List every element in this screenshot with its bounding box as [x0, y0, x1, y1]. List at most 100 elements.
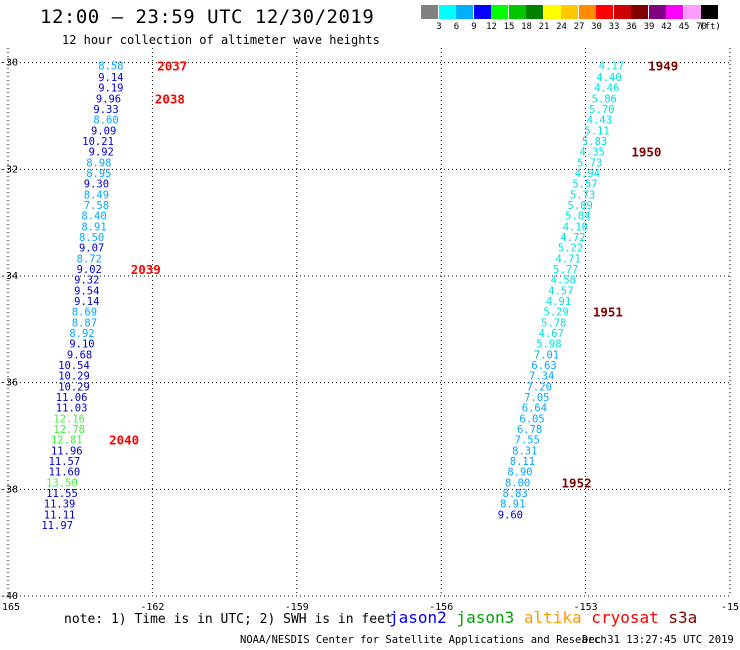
wave-height-point: 8.49 — [84, 189, 109, 201]
scale-label: 36 — [626, 22, 637, 32]
wave-height-point: 5.78 — [541, 317, 566, 329]
scale-label: 24 — [556, 22, 567, 32]
wave-height-point: 11.96 — [51, 445, 83, 457]
chart-title: 12:00 – 23:59 UTC 12/30/2019 — [40, 6, 375, 28]
wave-height-point: 4.72 — [560, 232, 585, 244]
scale-label: 70 — [696, 22, 707, 32]
wave-height-point: 5.57 — [572, 179, 597, 191]
x-tick-label: -156 — [429, 602, 453, 613]
wave-height-point: 11.55 — [46, 488, 78, 500]
time-label: 2038 — [155, 91, 185, 106]
scale-swatch — [648, 5, 666, 19]
scale-swatch — [666, 5, 683, 19]
scale-swatch — [508, 5, 526, 19]
scale-swatch — [578, 5, 596, 19]
wave-height-point: 5.86 — [592, 93, 617, 105]
wave-height-point: 4.17 — [599, 60, 624, 72]
scale-swatch — [456, 5, 473, 19]
wave-height-point: 9.92 — [89, 147, 114, 159]
wave-height-point: 4.43 — [587, 115, 612, 127]
scale-label: 3 — [436, 22, 442, 32]
wave-height-point: 7.20 — [527, 381, 552, 393]
wave-height-point: 8.87 — [72, 317, 97, 329]
wave-height-point: 4.57 — [548, 285, 573, 297]
wave-height-point: 4.58 — [551, 275, 576, 287]
chart-subtitle: 12 hour collection of altimeter wave hei… — [62, 33, 380, 47]
wave-height-point: 10.29 — [58, 381, 90, 393]
wave-height-point: 4.94 — [575, 168, 600, 180]
wave-height-point: 8.83 — [503, 488, 528, 500]
time-label: 1952 — [562, 475, 592, 490]
satellite-legend: jason2 jason3 altika cryosat s3a — [389, 608, 697, 627]
wave-height-point: 8.00 — [505, 477, 530, 489]
scale-swatch — [613, 5, 631, 19]
time-label: 2039 — [131, 262, 161, 277]
wave-height-point: 5.73 — [577, 157, 602, 169]
scale-swatch — [631, 5, 648, 19]
wave-height-point: 4.67 — [539, 328, 564, 340]
wave-height-point: 12.16 — [53, 413, 85, 425]
time-label: 1950 — [631, 145, 661, 160]
wave-height-point: 5.22 — [558, 243, 583, 255]
wave-height-point: 6.05 — [519, 413, 544, 425]
wave-height-point: 11.57 — [49, 456, 81, 468]
wave-height-point: 9.14 — [98, 72, 123, 84]
wave-height-point: 5.84 — [565, 211, 590, 223]
scale-unit: (ft) — [699, 22, 721, 32]
wave-height-point: 10.21 — [82, 136, 114, 148]
y-tick-label: -34 — [0, 271, 18, 282]
scale-swatch — [701, 5, 718, 19]
wave-height-point: 4.91 — [546, 296, 571, 308]
wave-height-point: 9.30 — [84, 179, 109, 191]
wave-height-point: 10.29 — [58, 371, 90, 383]
wave-height-point: 11.06 — [56, 392, 88, 404]
wave-height-point: 5.70 — [589, 104, 614, 116]
wave-height-point: 5.29 — [543, 307, 568, 319]
wave-height-point: 4.46 — [594, 83, 619, 95]
wave-height-point: 10.54 — [58, 360, 90, 372]
time-label: 1951 — [593, 305, 623, 320]
wave-height-point: 5.83 — [582, 136, 607, 148]
scale-label: 15 — [503, 22, 515, 32]
wave-height-point: 8.95 — [86, 168, 111, 180]
wave-height-point: 12.81 — [51, 435, 83, 447]
x-tick-label: -15 — [721, 602, 739, 613]
wave-height-point: 9.14 — [74, 296, 99, 308]
y-tick-label: -32 — [0, 164, 18, 175]
wave-height-point: 8.98 — [86, 157, 111, 169]
wave-height-point: 6.64 — [522, 403, 547, 415]
wave-height-point: 6.63 — [531, 360, 556, 372]
scale-label: 39 — [643, 22, 655, 32]
wave-height-point: 8.72 — [77, 253, 102, 265]
legend-altika: altika — [514, 608, 582, 627]
scale-label: 18 — [521, 22, 532, 32]
wave-height-point: 5.73 — [570, 189, 595, 201]
scale-swatch — [561, 5, 578, 19]
wave-height-point: 8.91 — [500, 499, 525, 511]
generation-timestamp: Dec 31 13:27:45 UTC 2019 — [582, 634, 734, 646]
wave-height-point: 5.98 — [536, 339, 561, 351]
wave-height-point: 7.01 — [534, 349, 559, 361]
scale-label: 33 — [608, 22, 620, 32]
wave-height-point: 8.40 — [81, 211, 106, 223]
wave-height-point: 9.07 — [79, 243, 104, 255]
scale-label: 45 — [678, 22, 690, 32]
y-tick-label: -38 — [0, 484, 18, 495]
wave-height-point: 12.78 — [53, 424, 85, 436]
y-tick-label: -40 — [0, 591, 18, 602]
wave-height-point: 11.03 — [56, 403, 88, 415]
wave-height-point: 11.60 — [49, 467, 81, 479]
wave-height-point: 9.32 — [74, 275, 99, 287]
scale-swatch — [473, 5, 491, 19]
wave-height-point: 11.11 — [44, 509, 76, 521]
scale-swatch — [491, 5, 508, 19]
scale-swatch — [683, 5, 701, 19]
wave-height-point: 8.31 — [512, 445, 537, 457]
legend-jason2: jason2 — [389, 608, 447, 627]
wave-height-point: 4.71 — [555, 253, 580, 265]
wave-height-point: 13.50 — [46, 477, 78, 489]
scale-label: 30 — [591, 22, 602, 32]
wave-height-point: 8.90 — [507, 467, 532, 479]
wave-height-point: 9.02 — [77, 264, 102, 276]
wave-height-point: 4.40 — [596, 72, 621, 84]
